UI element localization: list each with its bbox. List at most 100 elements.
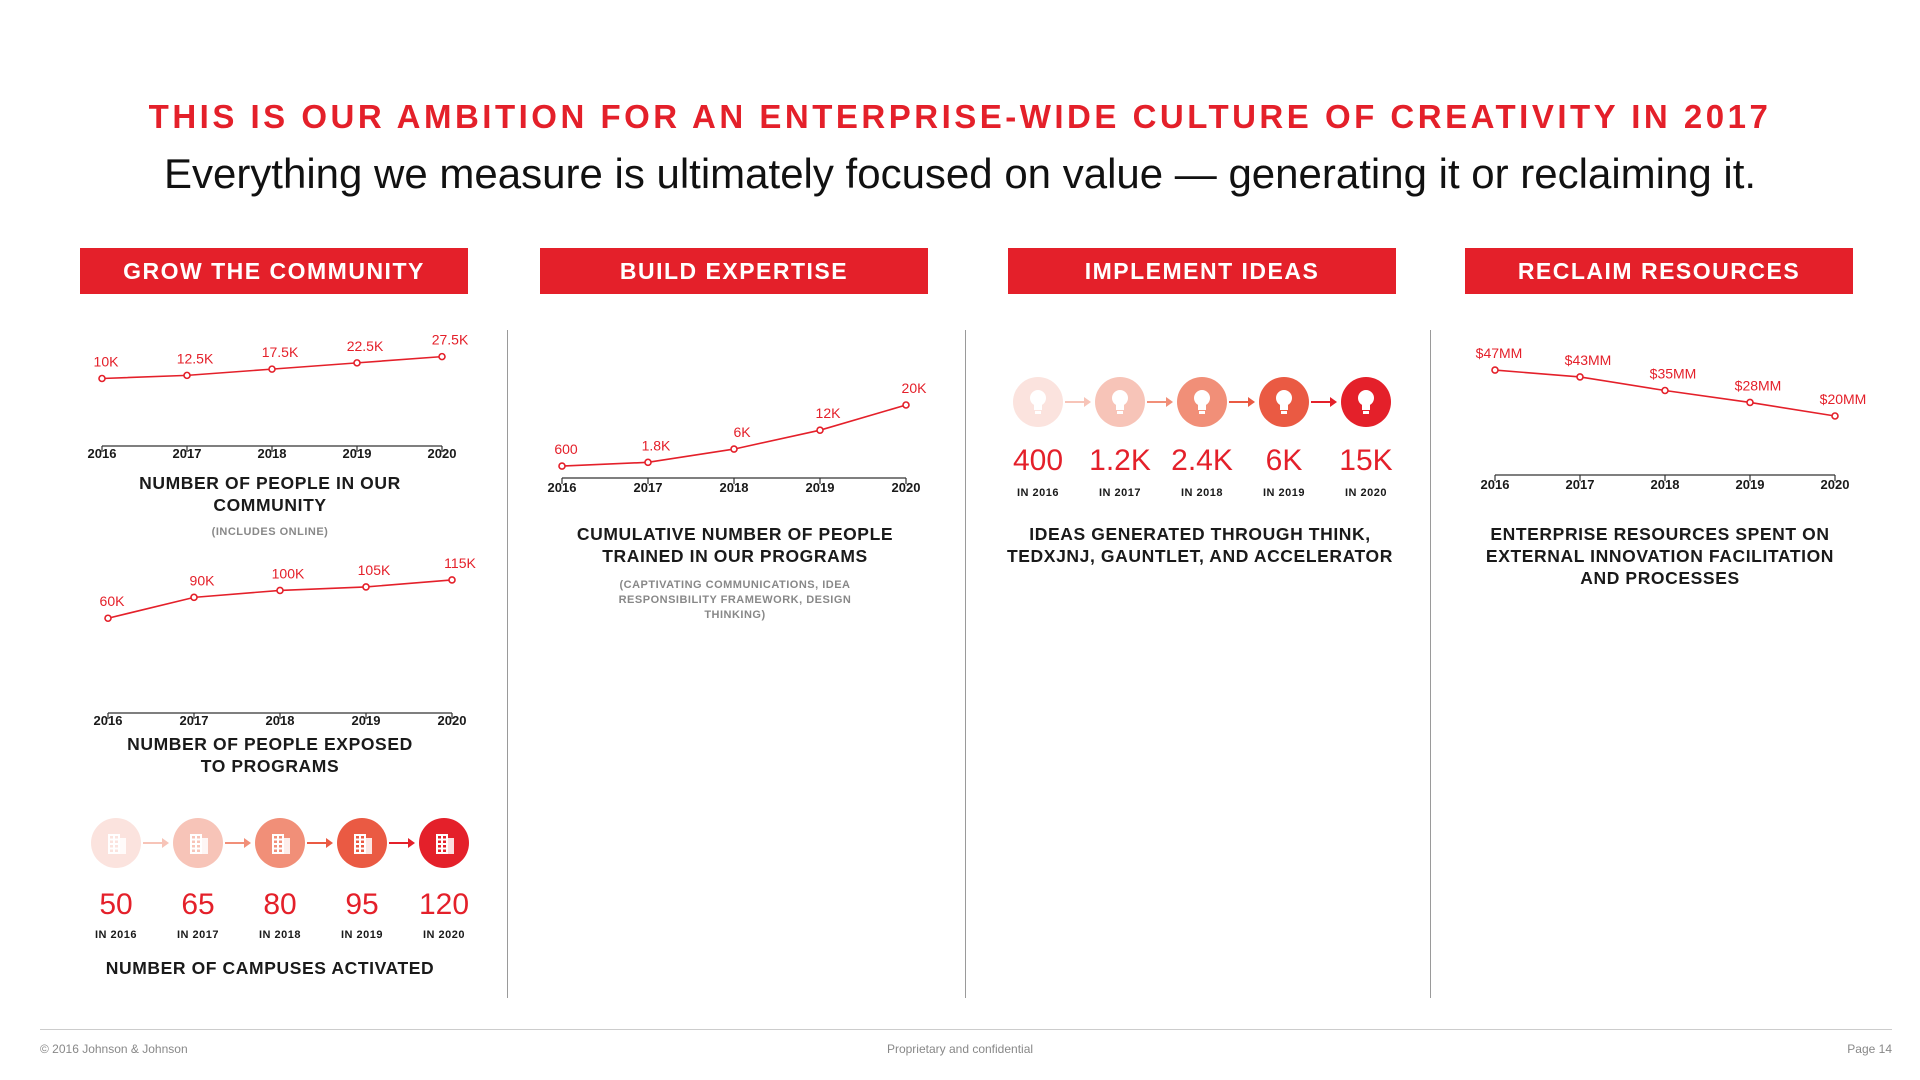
- data-label: $20MM: [1820, 391, 1867, 407]
- lightbulb-icon: [1013, 377, 1063, 427]
- resources-line-chart: 2016 2017 2018 2019 2020 $47MM $43MM $35MM $28MM…: [1476, 345, 1867, 492]
- x-tick-label: 2018: [1651, 477, 1680, 492]
- x-tick-label: 2019: [343, 446, 372, 461]
- data-point: [448, 576, 456, 584]
- metric-value: 400: [1012, 444, 1064, 477]
- metric-year: IN 2019: [340, 929, 384, 941]
- x-tick-label: 2017: [634, 480, 663, 495]
- data-point: [362, 583, 370, 591]
- metric-value: 50: [99, 888, 133, 921]
- data-label: 22.5K: [347, 338, 384, 354]
- progress-arrow: [307, 838, 333, 848]
- data-point: [816, 426, 824, 435]
- column-header-expertise: BUILD EXPERTISE: [540, 248, 928, 294]
- data-point: [276, 586, 284, 595]
- progress-arrow: [389, 838, 415, 848]
- chart-note: (INCLUDES ONLINE): [211, 526, 329, 538]
- data-point: [730, 445, 738, 453]
- data-label: 115K: [444, 555, 476, 571]
- x-tick-label: 2018: [258, 446, 287, 461]
- building-icon-glyph: [190, 834, 208, 854]
- progress-arrow: [1311, 397, 1337, 407]
- column-header-resources: RECLAIM RESOURCES: [1465, 248, 1853, 294]
- data-label: 12K: [816, 405, 842, 421]
- lightbulb-icon-glyph: [1194, 390, 1210, 414]
- data-point: [1576, 373, 1584, 381]
- data-label: $43MM: [1565, 352, 1612, 368]
- data-point: [1491, 366, 1499, 374]
- data-point: [98, 374, 106, 383]
- data-label: 20K: [902, 380, 928, 396]
- metric-value: 65: [181, 888, 215, 921]
- x-tick-label: 2020: [438, 713, 467, 728]
- building-icon: [91, 818, 141, 868]
- column-header-ideas: IMPLEMENT IDEAS: [1008, 248, 1396, 294]
- lightbulb-icon: [1259, 377, 1309, 427]
- metric-value: 2.4K: [1171, 444, 1233, 477]
- data-label: 105K: [358, 562, 391, 578]
- progress-arrow: [1065, 397, 1091, 407]
- building-icon-glyph: [272, 834, 290, 854]
- x-tick-label: 2017: [1566, 477, 1595, 492]
- progress-arrow: [1147, 397, 1173, 407]
- x-tick-label: 2018: [720, 480, 749, 495]
- data-label: 10K: [94, 354, 120, 370]
- x-tick-label: 2018: [266, 713, 295, 728]
- data-point: [558, 462, 566, 470]
- metric-year: IN 2017: [176, 929, 220, 941]
- data-label: 1.8K: [642, 437, 671, 453]
- chart-caption: NUMBER OF PEOPLE IN OUR COMMUNITY: [139, 473, 401, 515]
- footer-confidential: Proprietary and confidential: [886, 1042, 1034, 1056]
- data-point: [438, 352, 446, 361]
- footer-copyright: © 2016 Johnson & Johnson: [40, 1042, 188, 1056]
- chart-note: (CAPTIVATING COMMUNICATIONS, IDEA RESPON…: [618, 579, 852, 621]
- column-divider: [1430, 330, 1431, 998]
- data-point: [1661, 386, 1669, 395]
- trained-line-chart: 2016 2017 2018 2019 2020 600 1.8K 6K 12K 20K: [548, 380, 928, 495]
- lightbulb-icon-glyph: [1358, 390, 1374, 414]
- progress-arrow: [143, 838, 169, 848]
- community-line-chart: 2016 2017 2018 2019 2020 10K 12.5K 17.5K 22.5K 27…: [88, 332, 469, 461]
- data-label: 100K: [272, 565, 305, 581]
- ideas-caption: IDEAS GENERATED THROUGH THINK, TEDXJNJ, …: [1007, 524, 1393, 566]
- metric-year: IN 2016: [1016, 487, 1060, 499]
- building-icon-glyph: [354, 834, 372, 854]
- column-divider: [507, 330, 508, 998]
- lightbulb-icon: [1177, 377, 1227, 427]
- building-icon: [173, 818, 223, 868]
- data-point: [190, 593, 198, 602]
- metric-year: IN 2018: [1180, 487, 1224, 499]
- progress-arrow: [1229, 397, 1255, 407]
- data-label: 600: [554, 441, 578, 457]
- metric-year: IN 2019: [1262, 487, 1306, 499]
- x-tick-label: 2016: [548, 480, 577, 495]
- metric-year: IN 2020: [422, 929, 466, 941]
- metric-value: 6K: [1265, 444, 1303, 477]
- x-tick-label: 2019: [806, 480, 835, 495]
- data-point: [353, 359, 361, 367]
- lightbulb-icon-glyph: [1276, 390, 1292, 414]
- data-point: [183, 371, 191, 380]
- metric-year: IN 2018: [258, 929, 302, 941]
- data-point: [104, 614, 112, 623]
- x-tick-label: 2019: [1736, 477, 1765, 492]
- building-icon: [255, 818, 305, 868]
- data-point: [1831, 412, 1839, 420]
- footer-page-number: Page 14: [1847, 1042, 1892, 1056]
- chart-caption: CUMULATIVE NUMBER OF PEOPLE TRAINED IN O…: [576, 524, 894, 566]
- data-label: $47MM: [1476, 345, 1523, 361]
- metric-value: 80: [263, 888, 297, 921]
- metric-value: 95: [345, 888, 379, 921]
- metric-year: IN 2020: [1344, 487, 1388, 499]
- data-point: [644, 458, 652, 467]
- lightbulb-icon: [1095, 377, 1145, 427]
- metric-value: 1.2K: [1089, 444, 1151, 477]
- page-subtitle: Everything we measure is ultimately focu…: [163, 150, 1757, 197]
- page-title: THIS IS OUR AMBITION FOR AN ENTERPRISE-W…: [148, 98, 1772, 135]
- x-tick-label: 2016: [88, 446, 117, 461]
- x-tick-label: 2017: [173, 446, 202, 461]
- lightbulb-icon-glyph: [1112, 390, 1128, 414]
- progress-arrow: [225, 838, 251, 848]
- metric-value: 120: [418, 888, 470, 921]
- exposed-line-chart: 2016 2017 2018 2019 2020 60K 90K 100K 105K 115K: [94, 555, 477, 728]
